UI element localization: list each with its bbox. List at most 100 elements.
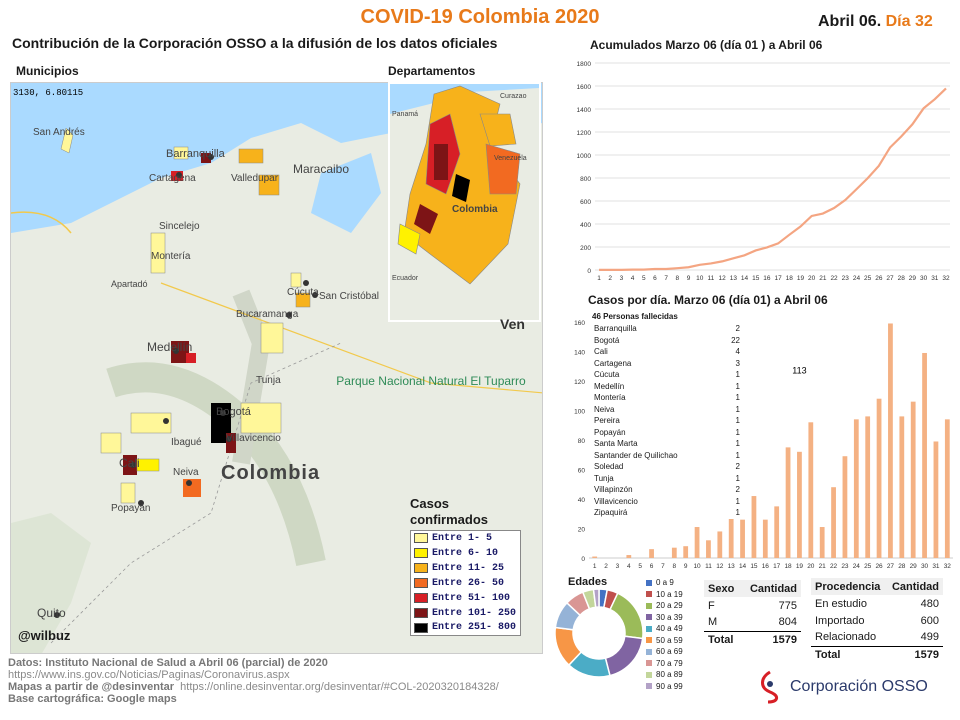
y-tick-label: 0 bbox=[581, 556, 585, 563]
x-tick-label: 2 bbox=[604, 563, 608, 570]
x-tick-label: 26 bbox=[875, 275, 883, 280]
fatality-row: Soledad 2 bbox=[594, 462, 740, 472]
place-label: Popayán bbox=[111, 503, 150, 514]
place-label: Neiva bbox=[173, 467, 199, 478]
cumulative-series-line bbox=[599, 87, 947, 271]
x-tick-label: 13 bbox=[730, 275, 738, 280]
place-label: Sincelejo bbox=[159, 221, 200, 232]
x-tick-label: 15 bbox=[750, 563, 758, 570]
edades-legend-item: 50 a 59 bbox=[646, 635, 683, 647]
country-label: Colombia bbox=[221, 462, 320, 484]
place-label: Barranquilla bbox=[166, 148, 226, 160]
legend-swatch bbox=[414, 578, 428, 588]
author-credit: @wilbuz bbox=[18, 628, 71, 643]
footer-mapas: Mapas a partir de @desinventar bbox=[8, 681, 175, 693]
edades-legend-item: 80 a 89 bbox=[646, 669, 683, 681]
y-tick-label: 200 bbox=[580, 245, 591, 252]
daily-bar bbox=[876, 398, 882, 558]
daily-bar bbox=[831, 487, 836, 558]
place-label: Medellín bbox=[147, 340, 192, 354]
x-tick-label: 23 bbox=[841, 563, 849, 570]
place-label: Panamá bbox=[392, 111, 418, 118]
coords-readout: 3130, 6.80115 bbox=[13, 88, 83, 98]
place-label: Maracaibo bbox=[293, 162, 349, 176]
x-tick-label: 21 bbox=[819, 563, 827, 570]
x-tick-label: 18 bbox=[786, 275, 794, 280]
y-tick-label: 100 bbox=[574, 409, 585, 416]
fatality-row: Cúcuta 1 bbox=[594, 370, 740, 380]
fatality-row: Santander de Quilichao 1 bbox=[594, 450, 740, 460]
bar-annotation: 113 bbox=[792, 365, 806, 375]
procedencia-table: Procedencia Cantidad En estudio 480 Import… bbox=[811, 578, 943, 663]
place-label: Bogotá bbox=[216, 406, 252, 418]
place-label: Apartadó bbox=[111, 279, 148, 289]
y-tick-label: 20 bbox=[578, 527, 586, 534]
osso-logo-text: Corporación OSSO bbox=[790, 678, 928, 695]
departamentos-map[interactable]: Curazao Venezuela Ecuador Panamá Colombi… bbox=[388, 82, 541, 322]
place-label: Bucaramanga bbox=[236, 309, 299, 320]
daily-bar bbox=[899, 416, 905, 558]
x-tick-label: 16 bbox=[762, 563, 770, 570]
edades-legend-item: 60 a 69 bbox=[646, 646, 683, 658]
daily-bar bbox=[785, 447, 791, 558]
legend-label: Entre 26- 50 bbox=[432, 577, 505, 589]
departamentos-label: Departamentos bbox=[388, 64, 476, 78]
y-tick-label: 140 bbox=[574, 350, 585, 357]
sexo-table: Sexo Cantidad F 775 M 804 Total 1579 bbox=[704, 580, 801, 648]
footer-datos: Datos: Instituto Nacional de Salud a Abr… bbox=[8, 657, 328, 669]
x-tick-label: 29 bbox=[910, 563, 918, 570]
legend-swatch bbox=[414, 563, 428, 573]
place-label: Curazao bbox=[500, 93, 527, 100]
legend-item: Entre 51- 100 bbox=[411, 591, 521, 606]
legend-label: Entre 6- 10 bbox=[432, 547, 499, 559]
y-tick-label: 160 bbox=[574, 320, 585, 327]
x-tick-label: 23 bbox=[842, 275, 850, 280]
fatality-row: Bogotá 22 bbox=[594, 335, 740, 345]
edades-legend-item: 70 a 79 bbox=[646, 658, 683, 670]
legend-swatch bbox=[414, 593, 428, 603]
place-label: San Andrés bbox=[33, 127, 85, 138]
cases-legend: Casos confirmados Entre 1- 5 Entre 6- 10 E… bbox=[410, 496, 530, 636]
daily-bar bbox=[649, 549, 654, 558]
x-tick-label: 25 bbox=[864, 275, 872, 280]
daily-bar bbox=[888, 323, 893, 558]
x-tick-label: 11 bbox=[705, 563, 712, 570]
daily-bar bbox=[706, 540, 711, 558]
fatalities-title: 46 Personas fallecidas bbox=[592, 312, 678, 321]
place-label: San Cristóbal bbox=[319, 291, 379, 302]
x-tick-label: 17 bbox=[774, 275, 782, 280]
x-tick-label: 31 bbox=[931, 275, 939, 280]
footer-mapas-url[interactable]: https://online.desinventar.org/desinvent… bbox=[180, 681, 499, 693]
place-label: Cartagena bbox=[149, 173, 196, 184]
y-tick-label: 1200 bbox=[577, 130, 592, 137]
x-tick-label: 20 bbox=[807, 563, 815, 570]
x-tick-label: 19 bbox=[796, 563, 804, 570]
x-tick-label: 28 bbox=[898, 275, 906, 280]
x-tick-label: 19 bbox=[797, 275, 805, 280]
legend-label: Entre 101- 250 bbox=[432, 607, 517, 619]
y-tick-label: 40 bbox=[578, 497, 586, 504]
daily-bar bbox=[626, 555, 632, 558]
edades-legend-item: 20 a 29 bbox=[646, 600, 683, 612]
legend-item: Entre 26- 50 bbox=[411, 576, 521, 591]
donut-slice bbox=[604, 635, 644, 677]
daily-bar bbox=[694, 527, 700, 558]
daily-bar bbox=[808, 422, 814, 558]
x-tick-label: 20 bbox=[808, 275, 816, 280]
x-tick-label: 9 bbox=[687, 275, 691, 280]
x-tick-label: 3 bbox=[616, 563, 620, 570]
y-tick-label: 400 bbox=[580, 222, 591, 229]
daily-bar bbox=[842, 456, 848, 558]
fatality-row: Villapinzón 2 bbox=[594, 485, 740, 495]
x-tick-label: 6 bbox=[653, 275, 657, 280]
footer-datos-url[interactable]: https://www.ins.gov.co/Noticias/Paginas/… bbox=[8, 669, 290, 681]
x-tick-label: 32 bbox=[944, 563, 952, 570]
x-tick-label: 14 bbox=[739, 563, 747, 570]
x-tick-label: 4 bbox=[631, 275, 635, 280]
legend-item: Entre 6- 10 bbox=[411, 546, 521, 561]
daily-bar bbox=[751, 496, 757, 558]
x-tick-label: 27 bbox=[887, 563, 895, 570]
fatality-row: Villavicencio 1 bbox=[594, 496, 740, 506]
x-tick-label: 9 bbox=[684, 563, 688, 570]
